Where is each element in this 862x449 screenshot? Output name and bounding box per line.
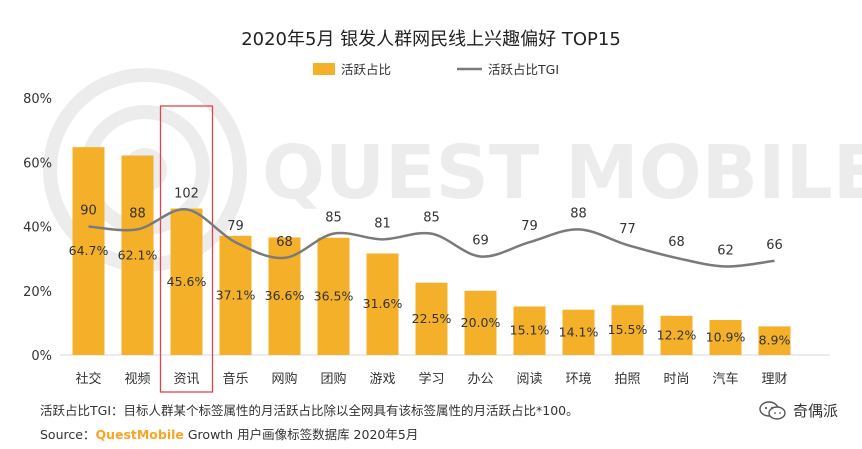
x-tick-label: 资讯 (173, 372, 199, 387)
wechat-icon (759, 400, 786, 420)
x-tick-label: 团购 (320, 371, 346, 387)
chart-title: 2020年5月 银发人群网民线上兴趣偏好 TOP15 (241, 29, 621, 50)
tgi-line-series (88, 208, 775, 268)
tgi-value-label: 85 (423, 211, 440, 226)
tgi-value-label: 81 (374, 216, 391, 231)
tgi-value-label: 69 (472, 233, 489, 248)
bar (72, 147, 105, 355)
source-suffix: Growth 用户画像标签数据库 2020年5月 (183, 427, 419, 442)
y-axis: 0% 20% 40% 60% 80% (23, 92, 52, 364)
bar-value-label: 10.9% (706, 329, 746, 344)
bar-value-labels: 64.7% 62.1% 45.6% 37.1% 36.6% 36.5% 31.6% 22.5%… (69, 243, 791, 348)
source-note: Source：QuestMobile Growth 用户画像标签数据库 2020… (40, 424, 418, 443)
legend: 活跃占比 活跃占比TGI (313, 62, 559, 77)
highlight-layer (159, 105, 214, 393)
tgi-value-label: 62 (717, 243, 734, 258)
bar (562, 309, 595, 355)
x-tick-label: 时尚 (663, 372, 689, 387)
tgi-value-label: 90 (80, 204, 97, 219)
bar-value-label: 14.1% (559, 324, 599, 339)
tgi-value-label: 77 (619, 222, 636, 237)
bar (660, 315, 693, 355)
bar (709, 319, 742, 355)
highlight-box (159, 105, 214, 393)
x-tick-label: 阅读 (516, 372, 542, 387)
x-tick-label: 拍照 (614, 372, 640, 387)
x-tick-label: 学习 (418, 371, 444, 387)
tgi-value-label: 79 (227, 219, 244, 234)
legend-bar-swatch (313, 63, 335, 75)
legend-bar-label: 活跃占比 (341, 62, 391, 77)
legend-line-label: 活跃占比TGI (488, 62, 559, 77)
tgi-value-label: 102 (174, 186, 199, 201)
bar (415, 282, 448, 355)
tgi-line (88, 208, 775, 268)
bar-value-label: 64.7% (69, 243, 109, 258)
x-tick-label: 理财 (761, 372, 787, 387)
brand-tag-label: 奇偶派 (792, 402, 838, 420)
tgi-value-label: 88 (129, 206, 146, 221)
y-tick-label: 80% (23, 92, 52, 107)
bar (611, 305, 644, 355)
bar (121, 155, 154, 355)
x-tick-label: 音乐 (222, 371, 248, 387)
x-tick-label: 汽车 (712, 371, 738, 387)
bar-value-label: 45.6% (167, 274, 207, 289)
tgi-value-label: 79 (521, 219, 538, 234)
tgi-value-labels: 90 88 102 79 68 85 81 85 69 79 88 77 68 62 66 (80, 186, 783, 258)
watermark-text: QUEST MOBILE (262, 130, 862, 216)
bar (366, 253, 399, 355)
x-tick-label: 视频 (124, 372, 150, 387)
y-tick-label: 60% (23, 156, 52, 171)
y-tick-label: 40% (23, 221, 52, 236)
tgi-footnote: 活跃占比TGI：目标人群某个标签属性的月活跃占比除以全网具有该标签属性的月活跃占… (40, 403, 579, 418)
bar-series (72, 147, 791, 355)
tgi-value-label: 66 (766, 238, 783, 253)
bar-value-label: 36.6% (265, 288, 305, 303)
bar-value-label: 12.2% (657, 327, 697, 342)
bar-value-label: 8.9% (759, 333, 791, 348)
x-tick-label: 环境 (565, 372, 591, 387)
bar (219, 235, 252, 355)
x-tick-label: 办公 (467, 372, 493, 387)
x-tick-label: 游戏 (369, 372, 395, 387)
bar-value-label: 36.5% (314, 288, 354, 303)
bar-value-label: 15.1% (510, 323, 550, 338)
bar-value-label: 37.1% (216, 287, 256, 302)
x-tick-label: 网购 (271, 371, 297, 387)
bar (170, 208, 203, 355)
tgi-value-label: 88 (570, 206, 587, 221)
bar-value-label: 15.5% (608, 322, 648, 337)
source-prefix: Source： (40, 427, 96, 442)
tgi-value-label: 85 (325, 211, 342, 226)
bar (513, 306, 546, 355)
y-tick-label: 0% (31, 349, 52, 364)
bar-value-label: 31.6% (363, 296, 403, 311)
bar (758, 326, 791, 355)
tgi-value-label: 68 (276, 235, 293, 250)
tgi-value-label: 68 (668, 235, 685, 250)
bar-value-label: 20.0% (461, 315, 501, 330)
bar-value-label: 62.1% (118, 247, 158, 262)
bar (317, 237, 350, 355)
y-tick-label: 20% (23, 285, 52, 300)
x-axis: 社交 视频 资讯 音乐 网购 团购 游戏 学习 办公 阅读 环境 拍照 时尚 汽车 理财 (75, 371, 787, 387)
source-brand: QuestMobile (95, 427, 184, 442)
x-tick-label: 社交 (75, 371, 101, 387)
bar (464, 290, 497, 355)
brand-tag: 奇偶派 (759, 400, 838, 421)
bar-value-label: 22.5% (412, 311, 452, 326)
